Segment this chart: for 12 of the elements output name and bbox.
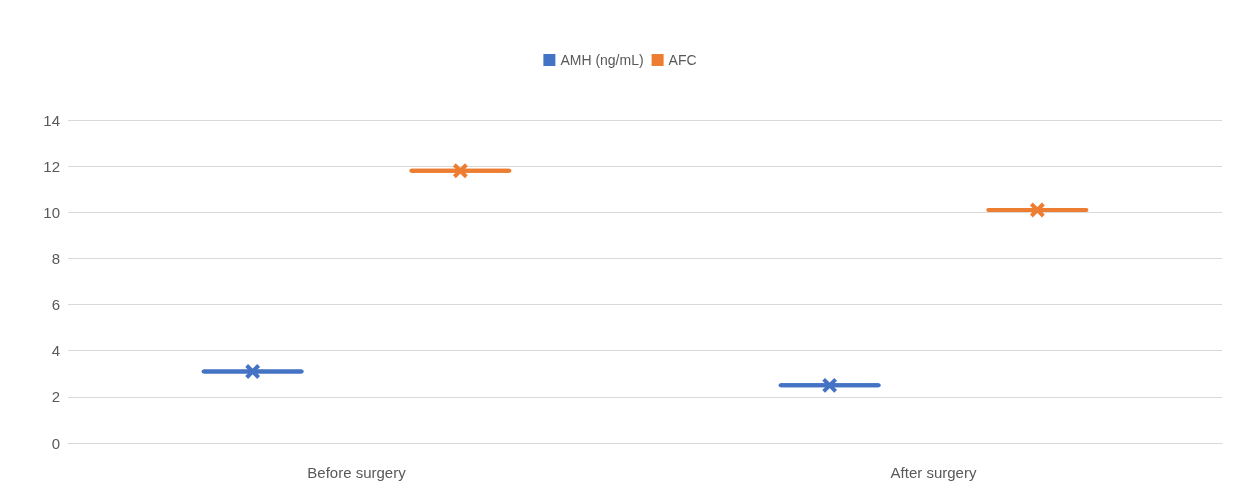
x-tick-label: Before surgery (307, 464, 407, 481)
y-tick-label: 8 (51, 249, 60, 267)
legend-label: AFC (668, 52, 697, 68)
x-tick-label: After surgery (890, 464, 977, 481)
y-tick-label: 12 (43, 157, 60, 175)
legend-label: AMH (ng/mL) (560, 52, 644, 68)
y-tick-label: 4 (51, 342, 60, 360)
y-tick-label: 0 (51, 434, 60, 452)
y-tick-label: 2 (51, 388, 60, 406)
y-tick-label: 6 (51, 296, 60, 314)
y-tick-label: 10 (43, 203, 60, 221)
y-tick-label: 14 (43, 111, 60, 129)
